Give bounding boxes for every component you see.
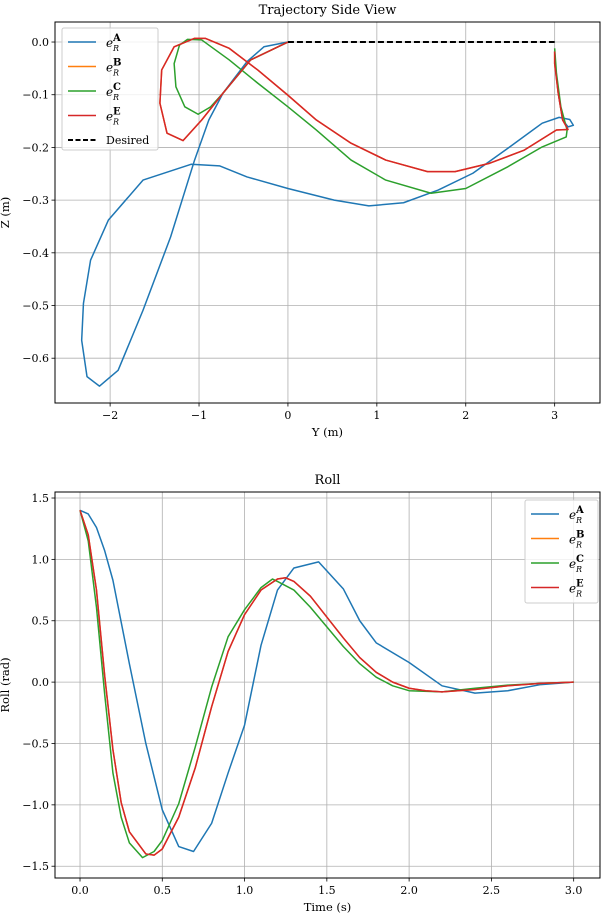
legend-label-sup: B [113,58,121,69]
x-tick-label: −1 [191,409,207,422]
legend-box [524,499,599,604]
chart-1: 0.0 0.5 1.0 1.5 2.0 2.5 3.0 1.5 1.0 0.5 0.0 −0.5 −1.… [0,473,601,914]
legend-label-sup: C [576,554,584,565]
legend-label-sup: C [113,82,121,93]
legend-label: Desired [106,134,149,147]
y-tick-label: −0.2 [22,141,49,154]
x-axis-label: Y (m) [311,425,343,439]
legend-label-base: e [106,36,113,50]
legend-label-sub: R [575,541,582,550]
x-tick-label: 0 [284,409,291,422]
legend-label-base: e [569,582,576,596]
y-tick-label: 1.0 [32,553,50,566]
x-tick-label: 2.5 [483,884,501,897]
legend: e ARe BRe CRe ER [524,499,599,604]
y-tick-label: 0.5 [32,615,50,628]
y-tick-label: −0.5 [22,737,49,750]
x-tick-label: 2.0 [400,884,418,897]
plot-area [79,509,574,859]
x-tick-label: 2 [462,409,469,422]
legend-label-sup: E [576,579,584,590]
plot-area [80,37,575,387]
y-tick-label: −0.3 [22,194,49,207]
series-line-a [80,41,575,387]
legend-label-base: e [106,61,113,75]
x-tick-label: 1.0 [236,884,254,897]
axes-frame [54,491,601,879]
legend-label-sub: R [112,69,119,78]
legend-label-base: e [569,557,576,571]
legend-box [61,27,159,151]
y-tick-label: −0.1 [22,89,49,102]
series-line-c [173,38,568,195]
y-tick-label: −1.0 [22,799,49,812]
y-tick-label: 1.5 [32,492,50,505]
legend-label-sup: A [575,505,584,516]
x-axis-label: Time (s) [304,900,352,914]
y-tick-label: −0.4 [22,247,49,260]
chart-0: −2 −1 0 1 2 3 0.0 −0.1 −0.2 −0.3 −0.4 −0.5 −0.6 Traje… [0,3,601,439]
x-tick-label: 1 [373,409,380,422]
legend-label-sub: R [575,590,582,599]
legend-label-sup: A [112,33,121,44]
series-line-b [159,37,569,173]
legend-label-sub: R [575,565,582,574]
series-line-e [159,37,569,173]
y-tick-label: −0.5 [22,300,49,313]
x-tick-label: 3 [551,409,558,422]
legend-label-base: e [106,110,113,124]
chart-title: Trajectory Side View [259,3,397,18]
legend-label-sub: R [575,516,582,525]
x-tick-label: 0.5 [154,884,172,897]
legend-label-sup: B [576,530,584,541]
legend-label-base: e [106,85,113,99]
x-tick-label: 3.0 [565,884,583,897]
x-tick-label: 1.5 [318,884,336,897]
legend-label-sup: E [113,107,121,118]
x-tick-label: −2 [102,409,118,422]
y-tick-label: 0.0 [32,676,50,689]
legend-label-sub: R [112,93,119,102]
y-tick-label: −0.6 [22,352,49,365]
y-tick-label: 0.0 [32,36,50,49]
x-tick-label: 0.0 [71,884,89,897]
legend-label-base: e [569,508,576,522]
y-axis-label: Roll (rad) [0,657,12,712]
y-axis-label: Z (m) [0,197,12,229]
legend-label-sub: R [112,44,119,53]
chart-title: Roll [315,473,341,488]
legend-label-base: e [569,533,576,547]
series-line-c [79,510,574,859]
series-line-a [79,509,574,853]
y-tick-label: −1.5 [22,860,49,873]
legend-label-sub: R [112,118,119,127]
series-line-e [79,510,574,856]
axes-frame [54,21,601,404]
